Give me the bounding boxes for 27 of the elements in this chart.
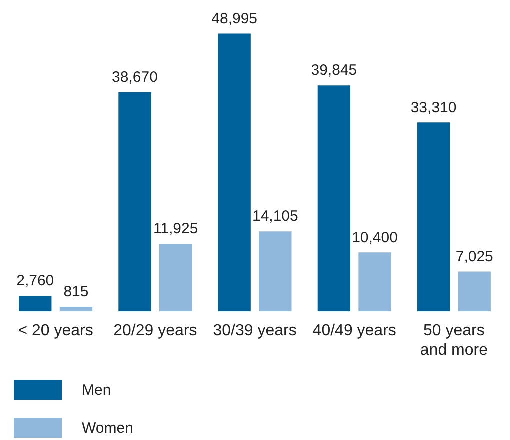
data-label: 14,105 [252,208,298,226]
data-label: 48,995 [212,10,258,28]
bar [259,232,292,312]
bar [60,306,93,312]
bar [358,252,392,312]
data-label: 39,845 [311,62,358,80]
x-tick-label: < 20 years [18,322,94,340]
bar [118,92,152,312]
data-label: 33,310 [410,99,457,116]
bar [159,244,192,312]
data-label: 38,670 [112,68,158,86]
bar [318,86,351,312]
data-label: 11,925 [153,220,198,238]
bar [19,296,52,312]
bar [458,272,491,312]
x-tick-label: 50 years and more [420,322,488,359]
data-label: 815 [64,284,89,301]
data-label: 2,760 [16,272,54,290]
data-label: 7,025 [456,248,494,266]
x-tick-label: 20/29 years [114,322,198,340]
x-tick-label: 40/49 years [312,322,396,340]
bar [417,122,450,312]
bar [218,34,251,312]
x-tick-label: 30/39 years [213,322,297,340]
legend-label: Women [82,420,134,436]
legend-label: Men [82,382,112,398]
data-label: 10,400 [352,229,398,246]
